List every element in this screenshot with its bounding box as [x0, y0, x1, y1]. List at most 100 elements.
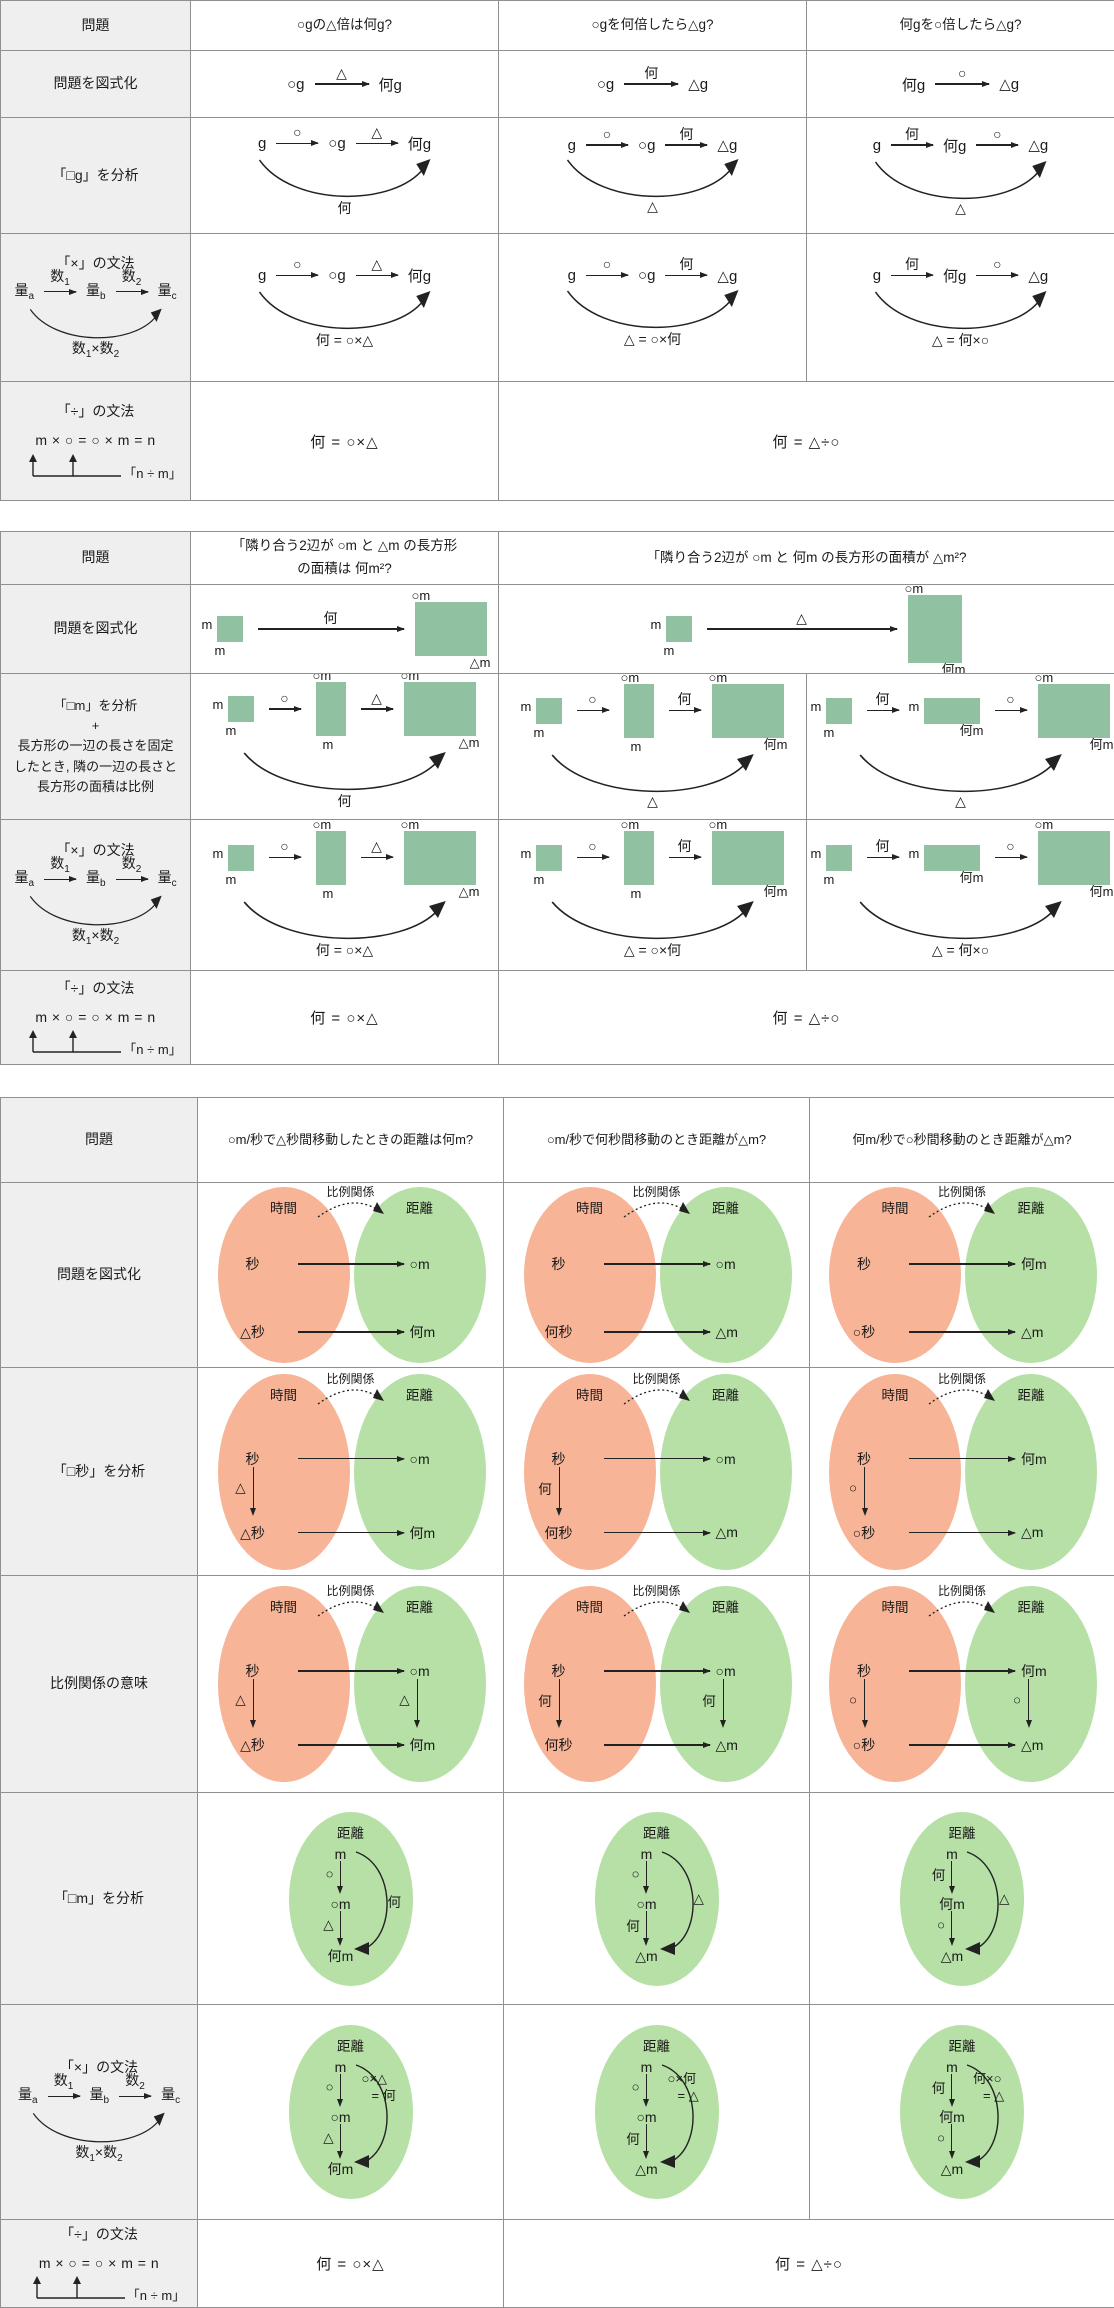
- arrow-label: ○: [325, 1866, 334, 1881]
- times-label: △: [399, 1692, 410, 1707]
- t3-xrow-1: 距離 m ○ ○m △ 何m ○×△ = 何: [198, 2005, 504, 2220]
- equation: 何 = △÷○: [775, 2256, 843, 2273]
- t2-label-analysis: 「□m」を分析 + 長方形の一辺の長さを固定 したとき, 隣の一辺の長さと 長方…: [1, 674, 191, 820]
- t2-analysis-2: m m ○ ○m m 何 ○m 何m △: [499, 674, 807, 820]
- arc-label: △: [647, 198, 658, 214]
- side-label: m: [650, 617, 662, 632]
- t2-div-eq-23: 何 = △÷○: [499, 971, 1114, 1065]
- times-label: △: [235, 1692, 246, 1707]
- side-label: 何m: [959, 869, 984, 885]
- row-label: 問題: [85, 1131, 113, 1148]
- time-ellipse: [217, 1187, 350, 1363]
- t1-xrow-2: g ○ ○g 何 △g △ = ○×何: [499, 234, 807, 382]
- side-label: m: [630, 885, 642, 901]
- distance-ellipse: [594, 1811, 719, 1986]
- chain-node: g: [257, 135, 267, 152]
- time-ellipse: [829, 1187, 961, 1363]
- arrow-label: ○: [293, 124, 302, 141]
- qty-sub: c: [175, 2094, 181, 2106]
- arc-group: △ = ○×何: [541, 899, 765, 960]
- equation-line: ○×△: [361, 2071, 387, 2086]
- arrow-label: ○: [631, 1866, 640, 1881]
- arrow-right-icon: ○: [586, 257, 629, 277]
- arrow-right-icon: 何: [891, 127, 934, 146]
- chain-node: 量a: [14, 867, 34, 891]
- distance-value: △m: [715, 1323, 738, 1340]
- chain-node: △g: [717, 137, 738, 154]
- arc-label: △: [955, 792, 966, 809]
- arc-label: 数1×数2: [75, 2142, 122, 2166]
- arrow-right-icon: △: [355, 257, 398, 277]
- side-label: m: [212, 845, 224, 861]
- num-char: 数: [71, 927, 86, 944]
- rect-xgrammar-diagram: m m ○ ○m m △ ○m △m 何 = ○×△: [210, 820, 480, 960]
- time-ellipse: [523, 1586, 656, 1782]
- chain-node: ○m: [636, 1895, 657, 1912]
- distance-value: ○m: [409, 1450, 430, 1467]
- arrow-right-icon: 数1: [44, 856, 76, 880]
- curve-arrow-icon: [965, 2064, 999, 2168]
- time-distance-diagram: 時間 距離 比例関係秒 何m ○ ○ ○秒 △m: [819, 1583, 1105, 1785]
- time-ellipse: [217, 1586, 350, 1782]
- rect-analysis-diagram: m m ○ ○m m △ ○m △m 何: [210, 674, 480, 811]
- qty-sub: a: [31, 2094, 38, 2106]
- t3-prop-1: 時間 距離 比例関係秒 ○m △ △ △秒 何m: [198, 1576, 504, 1793]
- arc-arrow-icon: [859, 900, 1062, 939]
- arrow-right-icon: △: [355, 125, 398, 145]
- mid-rectangle: ○m m: [313, 820, 346, 900]
- t1-problem-1: ○gの△倍は何g?: [191, 1, 499, 51]
- arrow-right-icon: 何: [665, 257, 708, 277]
- chain-node: 何g: [407, 136, 432, 153]
- num-char: 数: [121, 267, 136, 284]
- mapping-row: ○秒 △m: [819, 1322, 1105, 1342]
- curve-arrow-icon: [965, 1850, 999, 1955]
- distance-title: 距離: [406, 1387, 433, 1403]
- arrow-label: 数2: [125, 2073, 145, 2092]
- up-arrows-icon: [29, 453, 122, 477]
- t3-sec-analysis-1: 時間 距離 比例関係秒 ○m △ △秒 何m: [198, 1368, 504, 1576]
- arc-arrow-icon: [32, 2112, 165, 2143]
- division-formula: m × ○ = ○ × m = n: [35, 1008, 156, 1025]
- num-sub: 1: [89, 2153, 95, 2165]
- proportion-arrow-icon: [928, 1202, 995, 1218]
- arrow-right-icon: 数2: [119, 2073, 152, 2097]
- mid-rectangle: ○m m: [621, 674, 654, 753]
- qty-char: 量: [14, 281, 29, 298]
- qty-char: 量: [14, 869, 29, 886]
- equation-label: 何 = ○×△: [315, 332, 374, 348]
- t2-label-problem: 問題: [1, 532, 191, 585]
- division-formula: m × ○ = ○ × m = n: [38, 2254, 160, 2271]
- arc-group: △: [866, 159, 1056, 217]
- time-value: ○秒: [852, 1524, 876, 1541]
- curve-arrow-icon: [659, 1850, 694, 1955]
- division-note: 「n ÷ m」: [126, 2288, 186, 2304]
- mapping-row: 秒 何m: [819, 1661, 1105, 1681]
- arrow-label: 何: [875, 838, 890, 855]
- arrow-label: 何: [679, 125, 694, 142]
- chain-node: △m: [940, 1947, 964, 1964]
- times-arrow-icon: △: [235, 1679, 254, 1721]
- arrow-label: 何: [931, 1867, 946, 1883]
- mapping-row: △秒 何m: [208, 1523, 494, 1543]
- arrow-label: △: [336, 64, 347, 81]
- arrow-right-icon: △: [314, 66, 369, 85]
- chain-node: m: [334, 2059, 347, 2075]
- mid-rectangle: m 何m: [909, 844, 984, 884]
- maps-to-arrow-icon: [909, 1457, 1015, 1460]
- t3-label-prop-meaning: 比例関係の意味: [1, 1576, 198, 1793]
- time-title: 時間: [881, 1387, 909, 1403]
- arrow-label: 数1: [50, 856, 70, 875]
- chain-start: 何g: [901, 76, 926, 94]
- time-value: ○秒: [852, 1737, 876, 1753]
- arc-arrow-icon: [551, 753, 754, 792]
- curve-label: 何: [387, 1894, 402, 1910]
- times-label: 何: [702, 1694, 716, 1709]
- distance-value: 何m: [409, 1324, 436, 1340]
- maps-to-arrow-icon: [603, 1531, 710, 1534]
- num-sub: 2: [117, 2153, 123, 2165]
- side-label: m: [212, 697, 224, 712]
- arc-group: △ = 何×○: [849, 899, 1073, 960]
- arc-label: 数1×数2: [72, 925, 119, 949]
- distance-chain-diagram: 距離 m 何何m ○ △m 何×○ = △: [887, 2022, 1037, 2202]
